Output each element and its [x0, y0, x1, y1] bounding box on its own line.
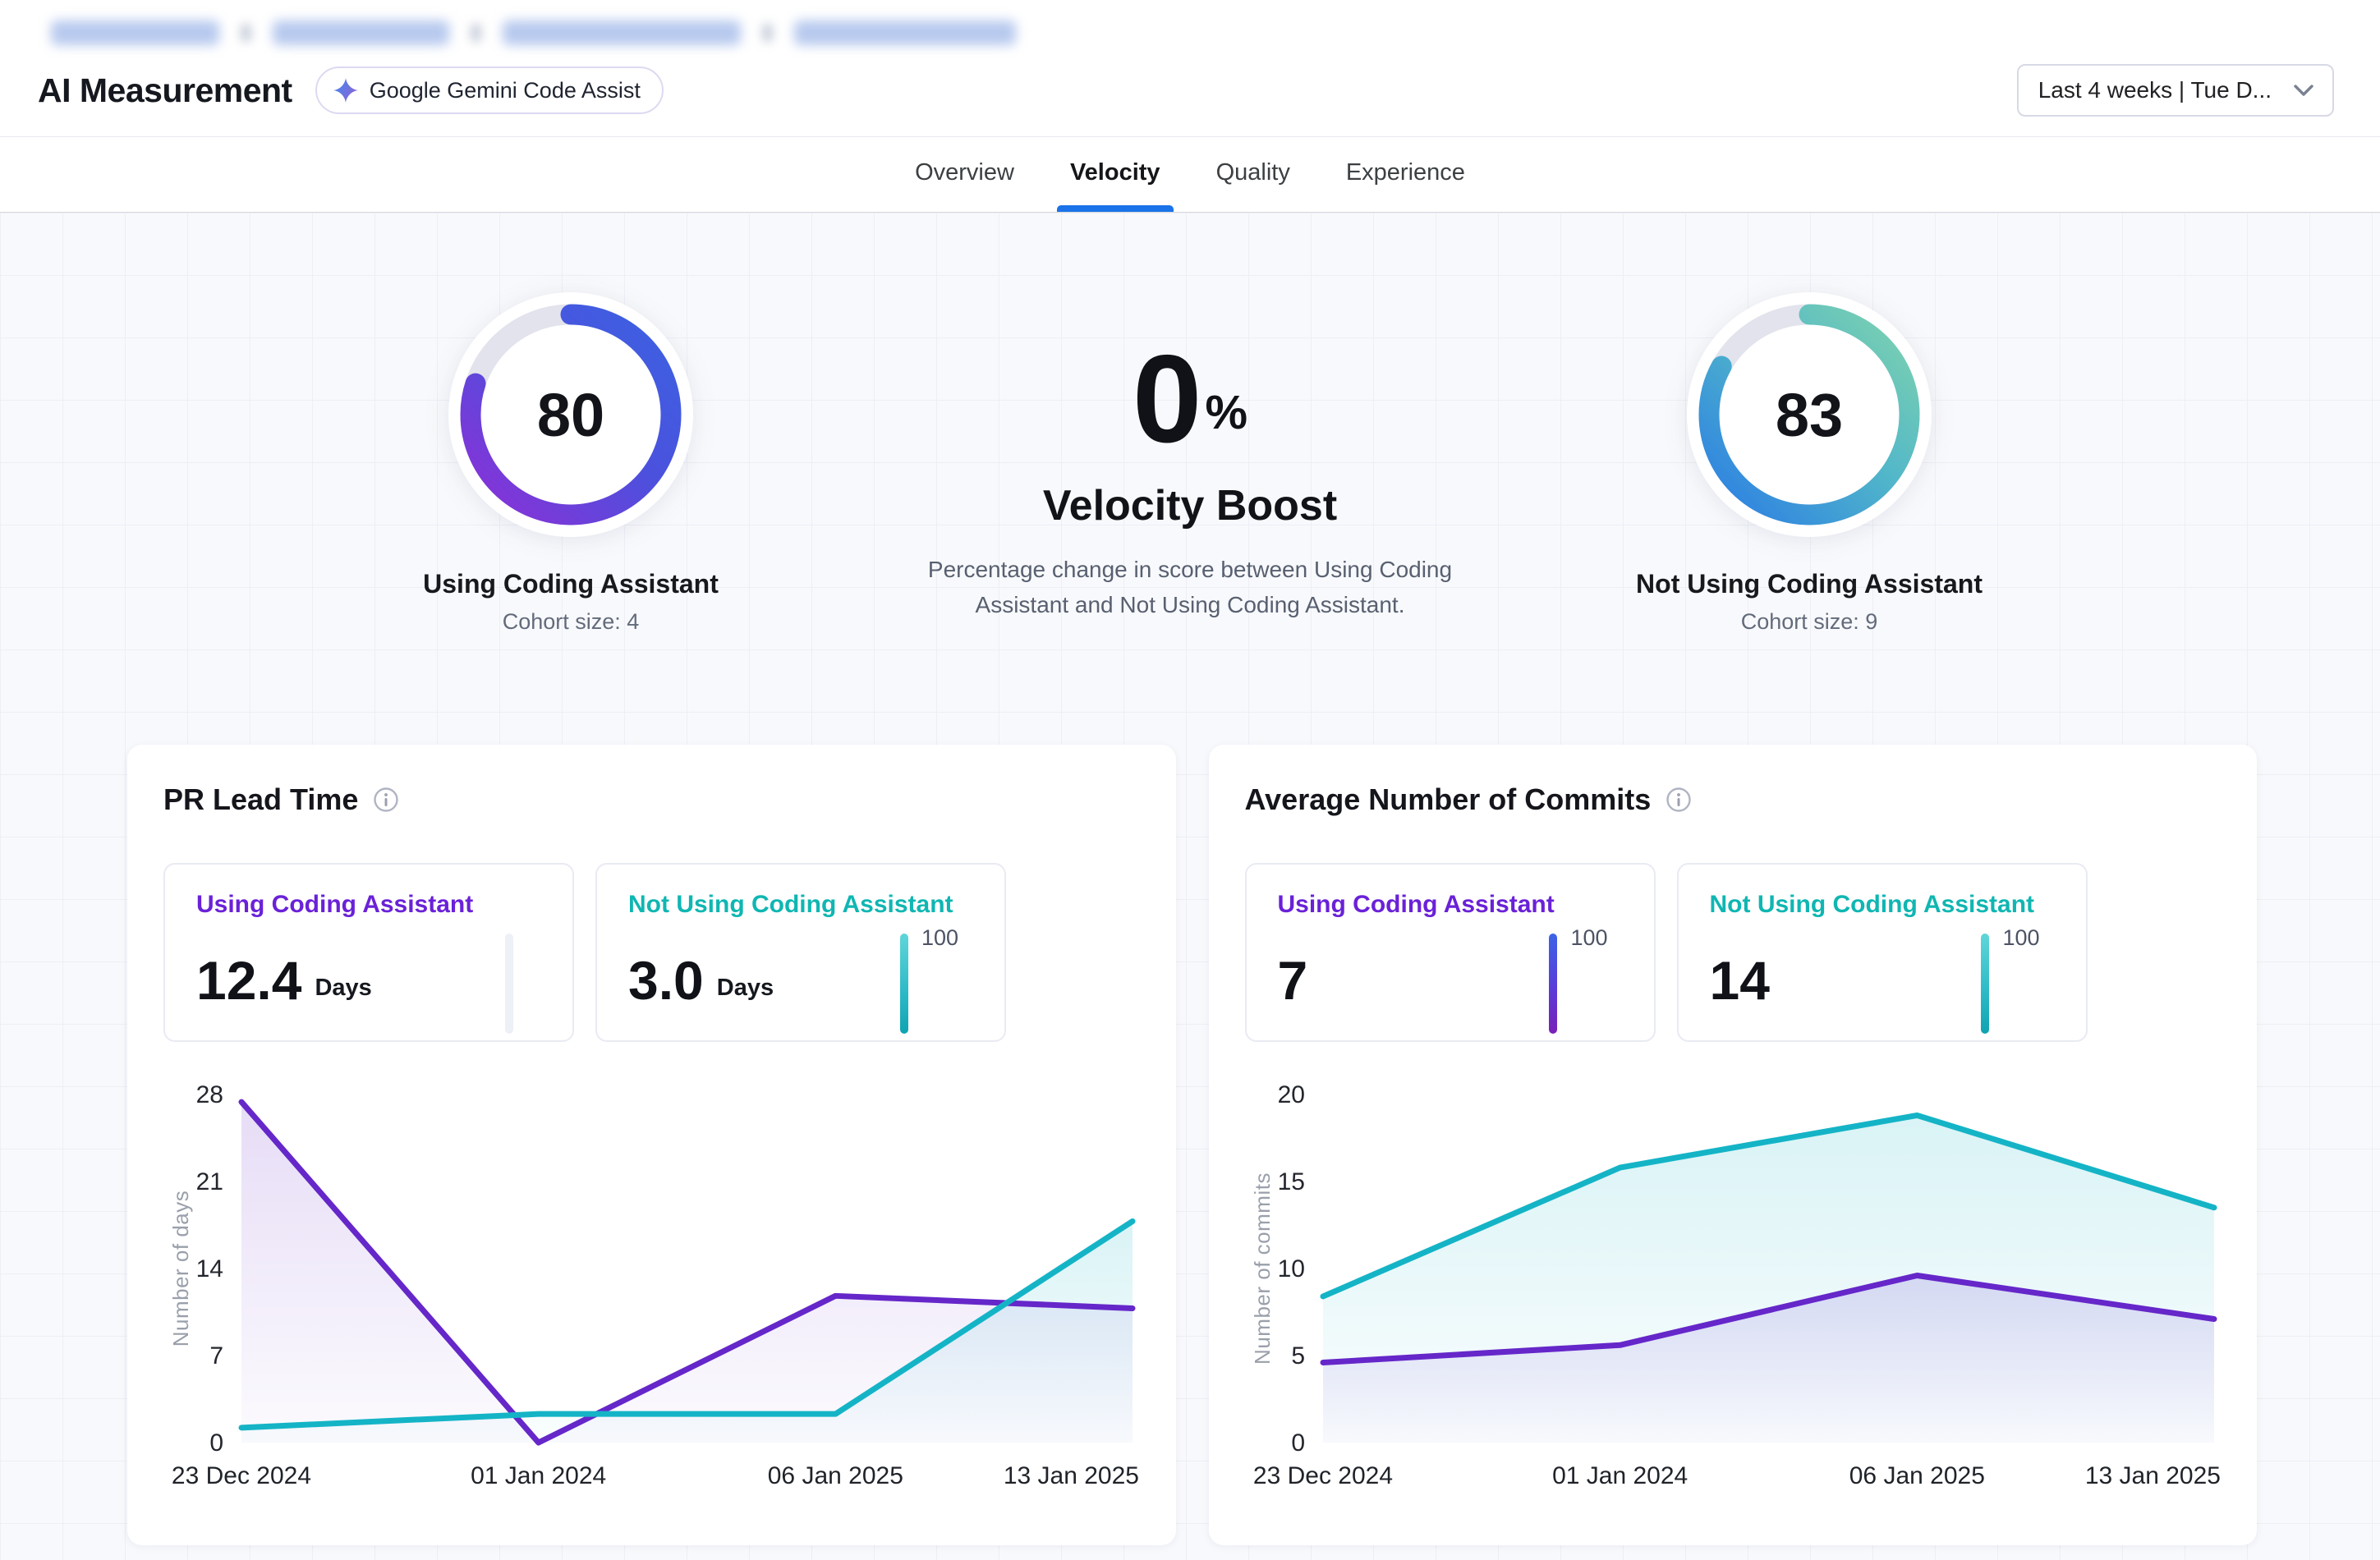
svg-text:23 Dec 2024: 23 Dec 2024 [1252, 1462, 1392, 1489]
scale-max: 100 [921, 925, 958, 950]
svg-text:Number of commits: Number of commits [1250, 1172, 1275, 1365]
scale-bar [1981, 934, 1990, 1034]
svg-text:01 Jan 2024: 01 Jan 2024 [1552, 1462, 1688, 1489]
boost-description: Percentage change in score between Using… [927, 556, 1453, 617]
tab-experience[interactable]: Experience [1343, 137, 1468, 212]
stat-value: 14 [1709, 950, 1770, 1011]
page-title: AI Measurement [38, 71, 292, 109]
scale-bar [899, 934, 908, 1034]
scale-max: 100 [2002, 925, 2040, 950]
stat-not-using: Not Using Coding Assistant 3.0 Days 100 [595, 863, 1006, 1042]
using-cohort-size: Cohort size: 4 [502, 609, 640, 634]
stat-value: 12.4 [196, 950, 302, 1011]
breadcrumb-item-redacted[interactable] [503, 21, 741, 45]
svg-text:13 Jan 2025: 13 Jan 2025 [2084, 1462, 2220, 1489]
not-using-score-block: 83 Not Using Coding Assistant Cohort siz… [1636, 291, 1983, 635]
stat-using: Using Coding Assistant 12.4 Days [163, 863, 574, 1042]
svg-text:23 Dec 2024: 23 Dec 2024 [172, 1462, 311, 1489]
svg-text:20: 20 [1277, 1081, 1304, 1108]
svg-text:06 Jan 2025: 06 Jan 2025 [768, 1462, 903, 1489]
breadcrumb-item-redacted[interactable] [273, 21, 449, 45]
using-score-value: 80 [536, 380, 605, 449]
info-icon[interactable] [1666, 787, 1692, 813]
scale-bar [1549, 934, 1558, 1034]
boost-value: 0 [1132, 329, 1202, 469]
tab-overview[interactable]: Overview [912, 137, 1018, 212]
tab-bar: Overview Velocity Quality Experience [0, 136, 2380, 213]
gemini-badge: Google Gemini Code Assist [315, 67, 664, 114]
velocity-panel: 80 Using Coding Assistant Cohort size: 4… [0, 213, 2380, 1560]
breadcrumb-item-redacted[interactable] [794, 21, 1016, 45]
breadcrumb [51, 16, 2380, 49]
tab-label: Experience [1345, 159, 1465, 186]
svg-text:28: 28 [196, 1081, 223, 1108]
scale-bar [505, 934, 513, 1034]
stat-using: Using Coding Assistant 7 100 [1244, 863, 1656, 1042]
svg-text:Number of days: Number of days [168, 1191, 193, 1347]
boost-unit: % [1205, 385, 1248, 439]
tab-label: Overview [915, 159, 1014, 186]
card-title: Average Number of Commits [1244, 782, 1652, 816]
stat-unit: Days [716, 975, 774, 1002]
using-score-label: Using Coding Assistant [423, 569, 719, 599]
svg-text:15: 15 [1277, 1168, 1304, 1195]
gemini-star-icon [333, 78, 358, 103]
stat-unit: Days [315, 975, 372, 1002]
tab-label: Quality [1215, 159, 1290, 186]
stat-value: 7 [1277, 950, 1308, 1011]
avg-commits-card: Average Number of Commits Using Coding A… [1208, 745, 2257, 1545]
gemini-badge-label: Google Gemini Code Assist [369, 77, 641, 103]
tab-quality[interactable]: Quality [1213, 137, 1293, 212]
chevron-down-icon [2294, 85, 2313, 96]
tab-velocity[interactable]: Velocity [1056, 137, 1174, 212]
svg-text:0: 0 [209, 1429, 223, 1457]
breadcrumb-separator [762, 24, 773, 42]
stat-label: Not Using Coding Assistant [1709, 891, 2035, 918]
svg-text:14: 14 [196, 1255, 223, 1282]
tab-label: Velocity [1069, 159, 1160, 186]
breadcrumb-item-redacted[interactable] [51, 21, 219, 45]
avg-commits-chart: 0 5 10 15 20 23 Dec 2024 01 Jan 2024 06 Jan 202… [1250, 1081, 2221, 1489]
boost-title: Velocity Boost [1042, 481, 1338, 530]
using-gauge-ring [448, 292, 693, 537]
stat-label: Not Using Coding Assistant [628, 891, 953, 918]
not-using-score-label: Not Using Coding Assistant [1636, 569, 1983, 599]
date-range-value: Last 4 weeks | Tue D... [2038, 77, 2272, 103]
svg-text:13 Jan 2025: 13 Jan 2025 [1004, 1462, 1139, 1489]
velocity-boost-block: 0 % Velocity Boost Percentage change in … [919, 329, 1461, 622]
svg-text:21: 21 [196, 1168, 223, 1195]
breadcrumb-separator [471, 24, 481, 42]
svg-text:10: 10 [1277, 1255, 1304, 1282]
svg-text:5: 5 [1291, 1342, 1305, 1370]
page-header: AI Measurement Google Gemini Code Assist… [0, 0, 2380, 117]
stat-value: 3.0 [628, 950, 704, 1011]
breadcrumb-separator [241, 24, 251, 42]
svg-text:0: 0 [1291, 1429, 1305, 1457]
date-range-select[interactable]: Last 4 weeks | Tue D... [2016, 64, 2334, 117]
not-using-gauge-ring [1687, 292, 1932, 537]
svg-text:01 Jan 2024: 01 Jan 2024 [471, 1462, 606, 1489]
stat-label: Using Coding Assistant [196, 891, 474, 918]
not-using-cohort-size: Cohort size: 9 [1740, 609, 1878, 634]
active-tab-indicator [1056, 205, 1174, 212]
not-using-score-value: 83 [1775, 380, 1844, 449]
info-icon[interactable] [373, 787, 399, 813]
stat-not-using: Not Using Coding Assistant 14 100 [1676, 863, 2088, 1042]
pr-lead-time-card: PR Lead Time Using Coding Assistant 12.4… [127, 745, 1176, 1545]
pr-lead-time-chart: 0 7 14 21 28 23 Dec 2024 01 Jan 2024 06 Jan 202… [168, 1081, 1139, 1489]
card-title: PR Lead Time [163, 782, 359, 816]
svg-text:06 Jan 2025: 06 Jan 2025 [1849, 1462, 1984, 1489]
svg-text:7: 7 [209, 1342, 223, 1370]
scale-max: 100 [1570, 925, 1608, 950]
stat-label: Using Coding Assistant [1277, 891, 1555, 918]
using-score-block: 80 Using Coding Assistant Cohort size: 4 [423, 291, 719, 635]
